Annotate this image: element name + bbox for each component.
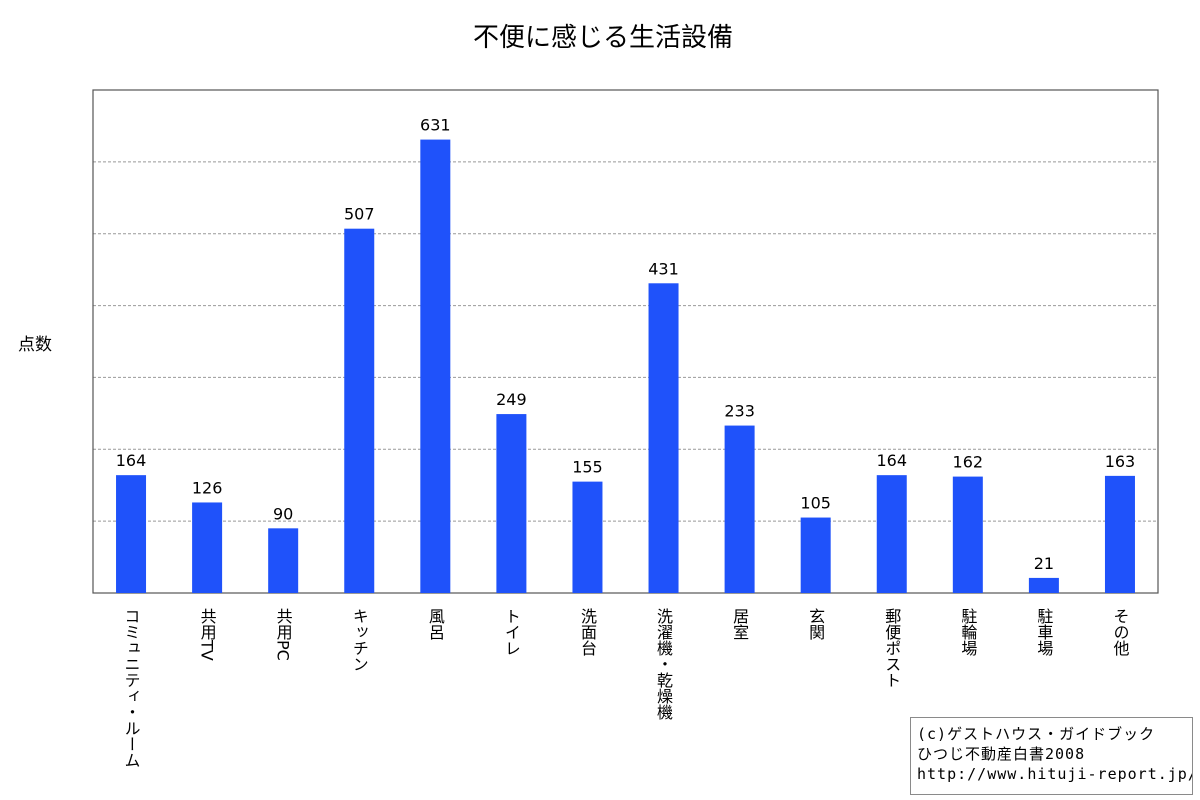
category-tick-label: 玄関 bbox=[806, 608, 825, 641]
bars bbox=[116, 139, 1135, 594]
category-tick-label: 共用PC bbox=[274, 608, 293, 661]
bar bbox=[116, 475, 147, 593]
bar-value-label: 162 bbox=[953, 453, 984, 472]
bar-value-label: 631 bbox=[420, 116, 451, 135]
category-labels: コミュニティ・ルーム 共用TV 共用PC キッチン 風呂 トイレ 洗面台 洗濯機・乾燥機 居室 玄… bbox=[122, 608, 1130, 768]
copyright-credit-box: (c)ゲストハウス・ガイドブック ひつじ不動産白書2008 http://www… bbox=[910, 717, 1193, 795]
bar bbox=[800, 517, 831, 593]
category-tick-label: 風呂 bbox=[426, 608, 445, 640]
bar bbox=[648, 283, 679, 593]
bar bbox=[268, 528, 299, 593]
bar-value-label: 249 bbox=[496, 390, 527, 409]
bar bbox=[420, 139, 451, 593]
bar-value-label: 164 bbox=[876, 451, 907, 470]
category-tick-label: キッチン bbox=[350, 608, 369, 672]
bar bbox=[496, 414, 527, 593]
bar bbox=[192, 502, 223, 593]
bar-value-label: 155 bbox=[572, 458, 603, 477]
category-tick-label: 駐車場 bbox=[1034, 608, 1053, 657]
bar bbox=[572, 481, 603, 593]
credit-line-url: http://www.hituji-report.jp/ bbox=[917, 765, 1193, 783]
bar-value-label: 233 bbox=[724, 402, 755, 421]
y-axis-label: 点数 bbox=[18, 335, 52, 355]
bar bbox=[952, 476, 983, 593]
category-tick-label: トイレ bbox=[502, 608, 521, 656]
bar bbox=[876, 475, 907, 593]
bar bbox=[344, 228, 375, 594]
bar bbox=[724, 425, 755, 593]
credit-line-copyright: (c)ゲストハウス・ガイドブック bbox=[917, 725, 1156, 743]
bar-value-label: 431 bbox=[648, 259, 679, 278]
credit-line-publication: ひつじ不動産白書2008 bbox=[917, 745, 1086, 763]
bar-value-label: 105 bbox=[800, 494, 831, 513]
bar-value-label: 507 bbox=[344, 205, 375, 224]
category-tick-label: コミュニティ・ルーム bbox=[122, 608, 141, 768]
bar-value-label: 90 bbox=[273, 504, 293, 523]
category-tick-label: 洗面台 bbox=[578, 608, 597, 656]
bar-value-label: 126 bbox=[192, 478, 223, 497]
bar-value-label: 164 bbox=[116, 451, 147, 470]
category-tick-label: 洗濯機・乾燥機 bbox=[654, 608, 673, 721]
bar-value-label: 21 bbox=[1034, 554, 1054, 573]
chart-title: 不便に感じる生活設備 bbox=[473, 23, 733, 53]
category-tick-label: 郵便ポスト bbox=[882, 608, 901, 688]
value-labels: 164 126 90 507 631 249 155 431 233 105 164 162 21 163 bbox=[116, 116, 1135, 573]
category-tick-label: 居室 bbox=[730, 608, 749, 640]
category-tick-label: 共用TV bbox=[198, 608, 217, 661]
bar bbox=[1104, 475, 1135, 593]
gridlines bbox=[93, 161, 1158, 522]
category-tick-label: その他 bbox=[1110, 608, 1129, 657]
category-tick-label: 駐輪場 bbox=[958, 608, 977, 657]
bar bbox=[1028, 577, 1059, 593]
plot-area-frame bbox=[92, 89, 1159, 594]
bar-value-label: 163 bbox=[1105, 452, 1136, 471]
